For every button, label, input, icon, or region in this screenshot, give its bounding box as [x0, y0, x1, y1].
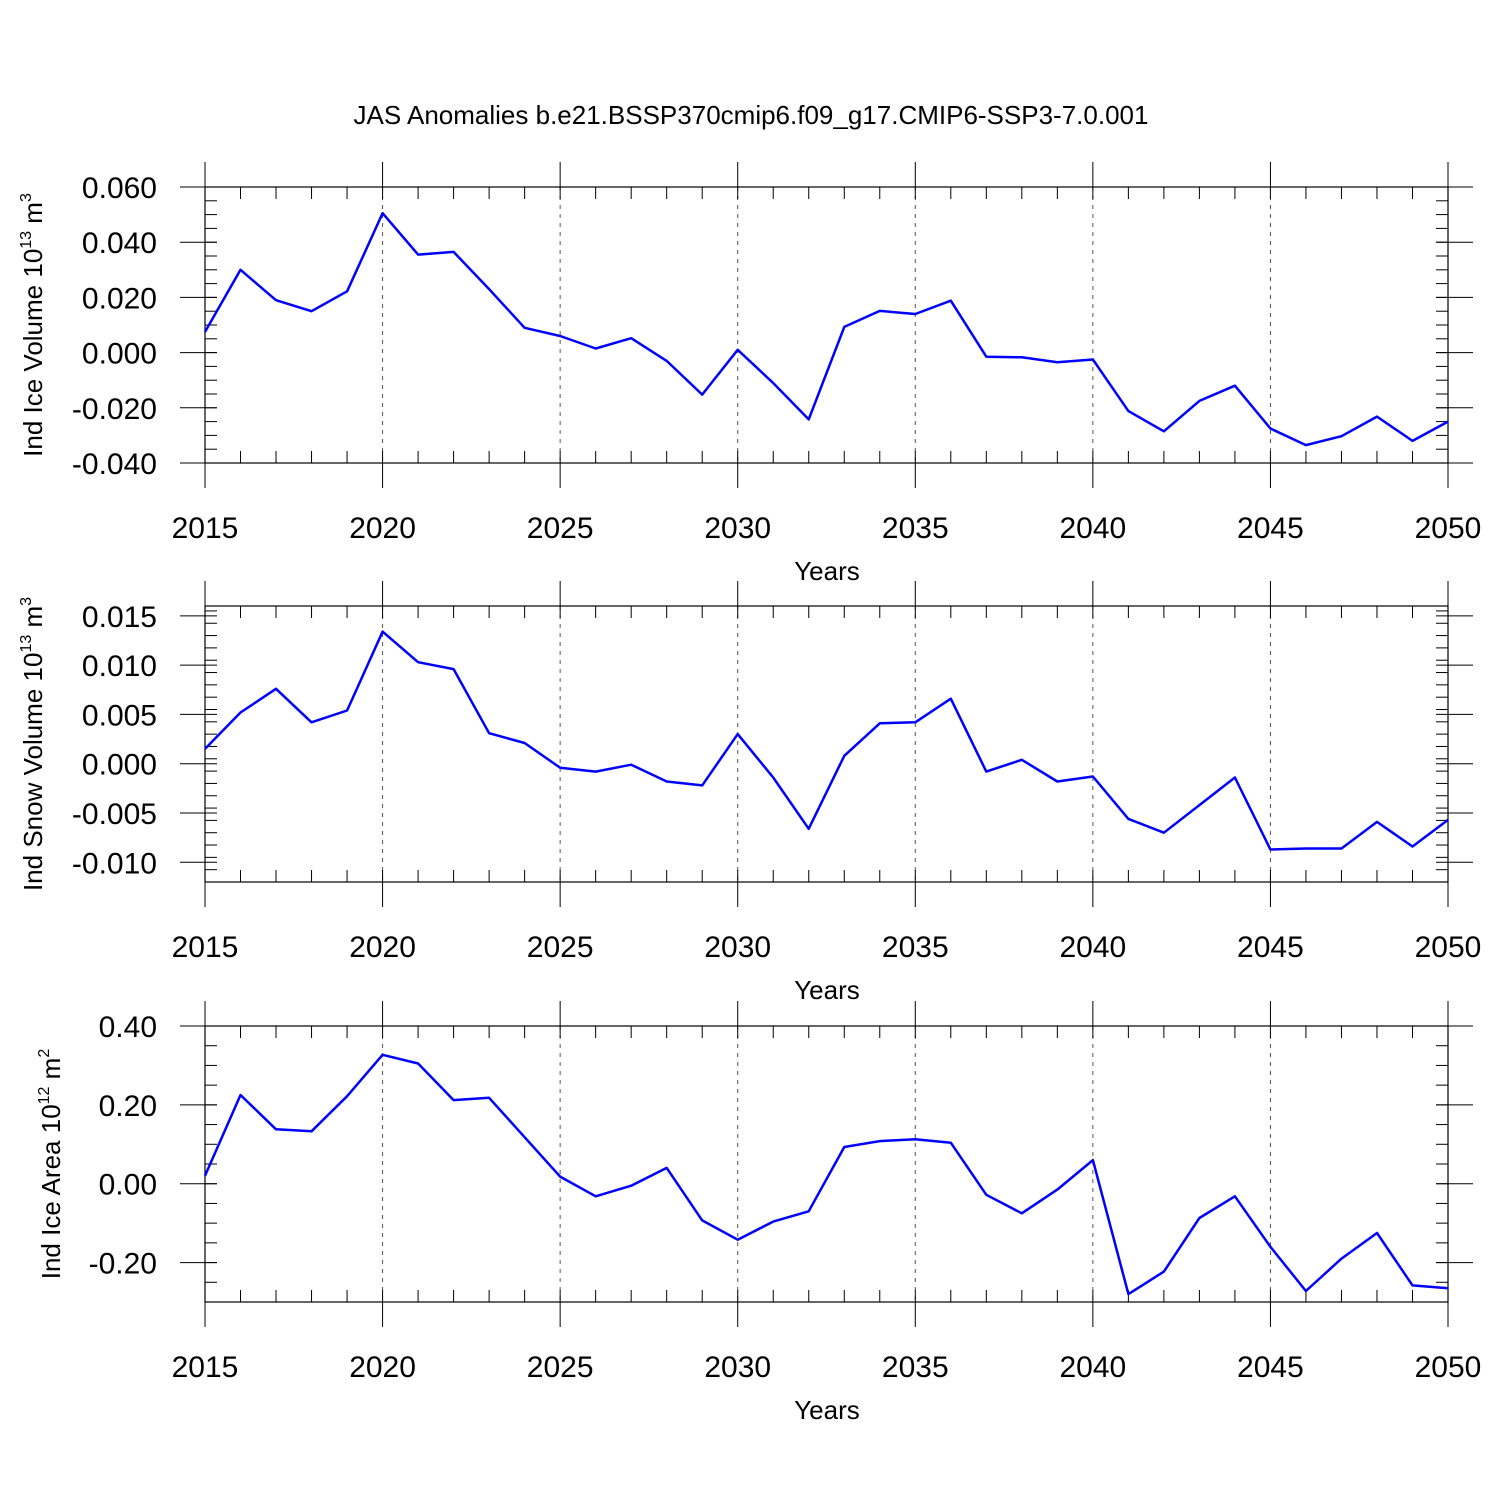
ice-area-x-tick-label: 2050	[1415, 1351, 1482, 1384]
ice-volume-y-tick-label: 0.060	[82, 172, 157, 205]
panel-snow-volume: 2015 2020 2025 2030 2035 2040 2045 2050 -0.010 -0…	[18, 581, 1481, 1005]
snow-volume-x-tick-label: 2040	[1059, 931, 1126, 964]
ice-volume-grid	[382, 187, 1271, 463]
ice-area-x-tick-label: 2040	[1059, 1351, 1126, 1384]
ice-area-x-tick-label: 2020	[349, 1351, 416, 1384]
ice-volume-x-tick-label: 2050	[1415, 512, 1482, 545]
chart-title: JAS Anomalies b.e21.BSSP370cmip6.f09_g17…	[354, 100, 1149, 130]
ice-area-y-tick-label: 0.00	[99, 1169, 157, 1202]
ice-area-y-tick-label: 0.20	[99, 1090, 157, 1123]
ice-volume-ylabel-exp: 13	[18, 231, 35, 249]
ice-area-grid	[382, 1026, 1271, 1302]
ice-volume-ylabel-unit: m	[18, 202, 48, 231]
snow-volume-ticks: 2015 2020 2025 2030 2035 2040 2045 2050 -0.010 -0…	[72, 581, 1481, 964]
ice-volume-x-tick-label: 2030	[704, 512, 771, 545]
ice-volume-y-tick-label: 0.000	[82, 338, 157, 371]
ice-volume-x-tick-label: 2035	[882, 512, 949, 545]
snow-volume-x-tick-label: 2045	[1237, 931, 1304, 964]
snow-volume-y-tick-label: 0.005	[82, 699, 157, 732]
snow-volume-y-tick-label: -0.005	[72, 798, 157, 831]
ice-volume-ylabel-base: Ind Ice Volume 10	[18, 249, 48, 457]
ice-area-ticks: 2015 2020 2025 2030 2035 2040 2045 2050 -0.20 0.0…	[89, 1001, 1482, 1384]
ice-area-y-tick-label: -0.20	[89, 1248, 157, 1281]
ice-volume-y-tick-label: -0.040	[72, 448, 157, 481]
ice-area-plot-frame	[204, 1025, 1449, 1303]
ice-volume-y-axis-title: Ind Ice Volume 1013 m3	[18, 193, 48, 457]
snow-volume-x-tick-label: 2035	[882, 931, 949, 964]
ice-area-x-tick-label: 2025	[527, 1351, 594, 1384]
snow-volume-x-tick-label: 2020	[349, 931, 416, 964]
snow-volume-y-tick-label: 0.015	[82, 601, 157, 634]
snow-volume-y-tick-label: -0.010	[72, 847, 157, 880]
ice-volume-y-tick-label: 0.040	[82, 227, 157, 260]
ice-volume-x-tick-label: 2045	[1237, 512, 1304, 545]
ice-volume-y-tick-label: 0.020	[82, 282, 157, 315]
ice-volume-x-tick-label: 2015	[172, 512, 239, 545]
ice-area-y-tick-label: 0.40	[99, 1011, 157, 1044]
ice-area-ylabel-base: Ind Ice Area 10	[36, 1104, 66, 1279]
snow-volume-grid	[382, 606, 1271, 882]
ice-area-x-tick-label: 2015	[172, 1351, 239, 1384]
snow-volume-y-axis-title: Ind Snow Volume 1013 m3	[18, 597, 48, 891]
snow-volume-series-line	[204, 630, 1449, 851]
ice-volume-ylabel-unit-exp: 3	[18, 193, 35, 202]
panel-ice-volume: 2015 2020 2025 2030 2035 2040 2045 2050 -0.040 -0…	[18, 162, 1481, 586]
ice-area-x-axis-title: Years	[794, 1395, 860, 1425]
ice-volume-x-tick-label: 2025	[527, 512, 594, 545]
snow-volume-x-tick-label: 2050	[1415, 931, 1482, 964]
ice-volume-ticks: 2015 2020 2025 2030 2035 2040 2045 2050 -0.040 -0…	[72, 162, 1481, 545]
snow-volume-ylabel-exp: 13	[18, 635, 35, 653]
ice-area-ylabel-unit-exp: 2	[36, 1049, 53, 1058]
snow-volume-ylabel-unit: m	[18, 606, 48, 635]
ice-volume-x-axis-title: Years	[794, 556, 860, 586]
ice-area-x-tick-label: 2030	[704, 1351, 771, 1384]
ice-area-series-line	[203, 1053, 1449, 1296]
snow-volume-ylabel-unit-exp: 3	[18, 597, 35, 606]
ice-area-x-tick-label: 2045	[1237, 1351, 1304, 1384]
ice-area-x-tick-label: 2035	[882, 1351, 949, 1384]
snow-volume-x-tick-label: 2015	[172, 931, 239, 964]
ice-volume-x-tick-label: 2020	[349, 512, 416, 545]
snow-volume-x-axis-title: Years	[794, 975, 860, 1005]
snow-volume-y-tick-label: 0.010	[82, 650, 157, 683]
snow-volume-x-tick-label: 2025	[527, 931, 594, 964]
ice-area-ylabel-exp: 12	[36, 1086, 53, 1104]
ice-area-y-axis-title: Ind Ice Area 1012 m2	[36, 1049, 66, 1280]
ice-volume-y-tick-label: -0.020	[72, 393, 157, 426]
panel-ice-area: 2015 2020 2025 2030 2035 2040 2045 2050 -0.20 0.0…	[36, 1001, 1481, 1425]
ice-volume-x-tick-label: 2040	[1059, 512, 1126, 545]
snow-volume-ylabel-base: Ind Snow Volume 10	[18, 653, 48, 892]
snow-volume-plot-frame	[204, 605, 1449, 883]
ice-volume-series-line	[203, 211, 1449, 447]
ice-volume-plot-frame	[204, 186, 1449, 464]
ice-area-ylabel-unit: m	[36, 1058, 66, 1087]
snow-volume-y-tick-label: 0.000	[82, 749, 157, 782]
snow-volume-x-tick-label: 2030	[704, 931, 771, 964]
